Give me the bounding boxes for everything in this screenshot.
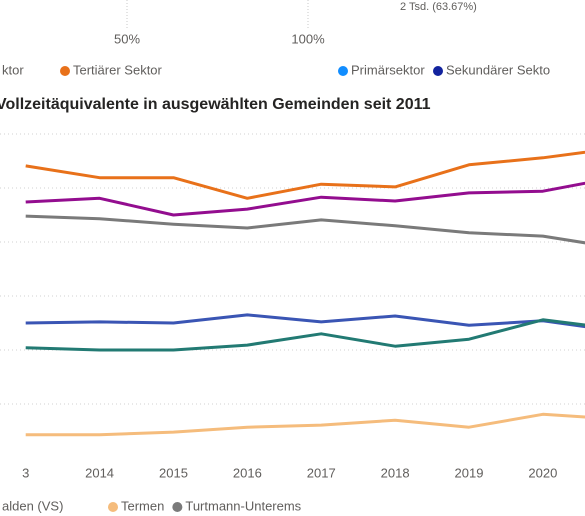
chart-title: Vollzeitäquivalente in ausgewählten Geme…	[0, 96, 431, 113]
legend-marker	[60, 66, 70, 76]
x-tick-label: 2020	[528, 465, 557, 480]
top-tick: 50%	[114, 31, 140, 46]
legend-marker	[108, 502, 118, 512]
series-line	[25, 150, 585, 200]
legend-marker	[338, 66, 348, 76]
x-tick-label: 2018	[381, 465, 410, 480]
series-line	[25, 412, 585, 437]
legend-marker	[172, 502, 183, 512]
x-tick-label: 2015	[159, 465, 188, 480]
plot	[0, 133, 585, 437]
legend-label: Primärsektor	[351, 62, 425, 77]
series-line	[25, 318, 585, 352]
x-tick-label: 3	[22, 465, 29, 480]
series-line	[25, 313, 585, 329]
x-tick-label: 2014	[85, 465, 114, 480]
legend-label: Turtmann-Unterems	[185, 498, 301, 513]
legend-label: alden (VS)	[2, 498, 63, 513]
legend-label: Tertiärer Sektor	[73, 62, 163, 77]
bar-data-label: 2 Tsd. (63.67%)	[400, 1, 477, 13]
series-line	[25, 214, 585, 245]
legend-label: Sekundärer Sekto	[446, 62, 550, 77]
legend-label: Termen	[121, 498, 164, 513]
series-line	[25, 181, 585, 217]
legend-marker	[433, 66, 443, 76]
top-tick: 100%	[291, 31, 325, 46]
x-tick-label: 2017	[307, 465, 336, 480]
legend-label: ktor	[2, 62, 24, 77]
x-tick-label: 2019	[455, 465, 484, 480]
x-tick-label: 2016	[233, 465, 262, 480]
